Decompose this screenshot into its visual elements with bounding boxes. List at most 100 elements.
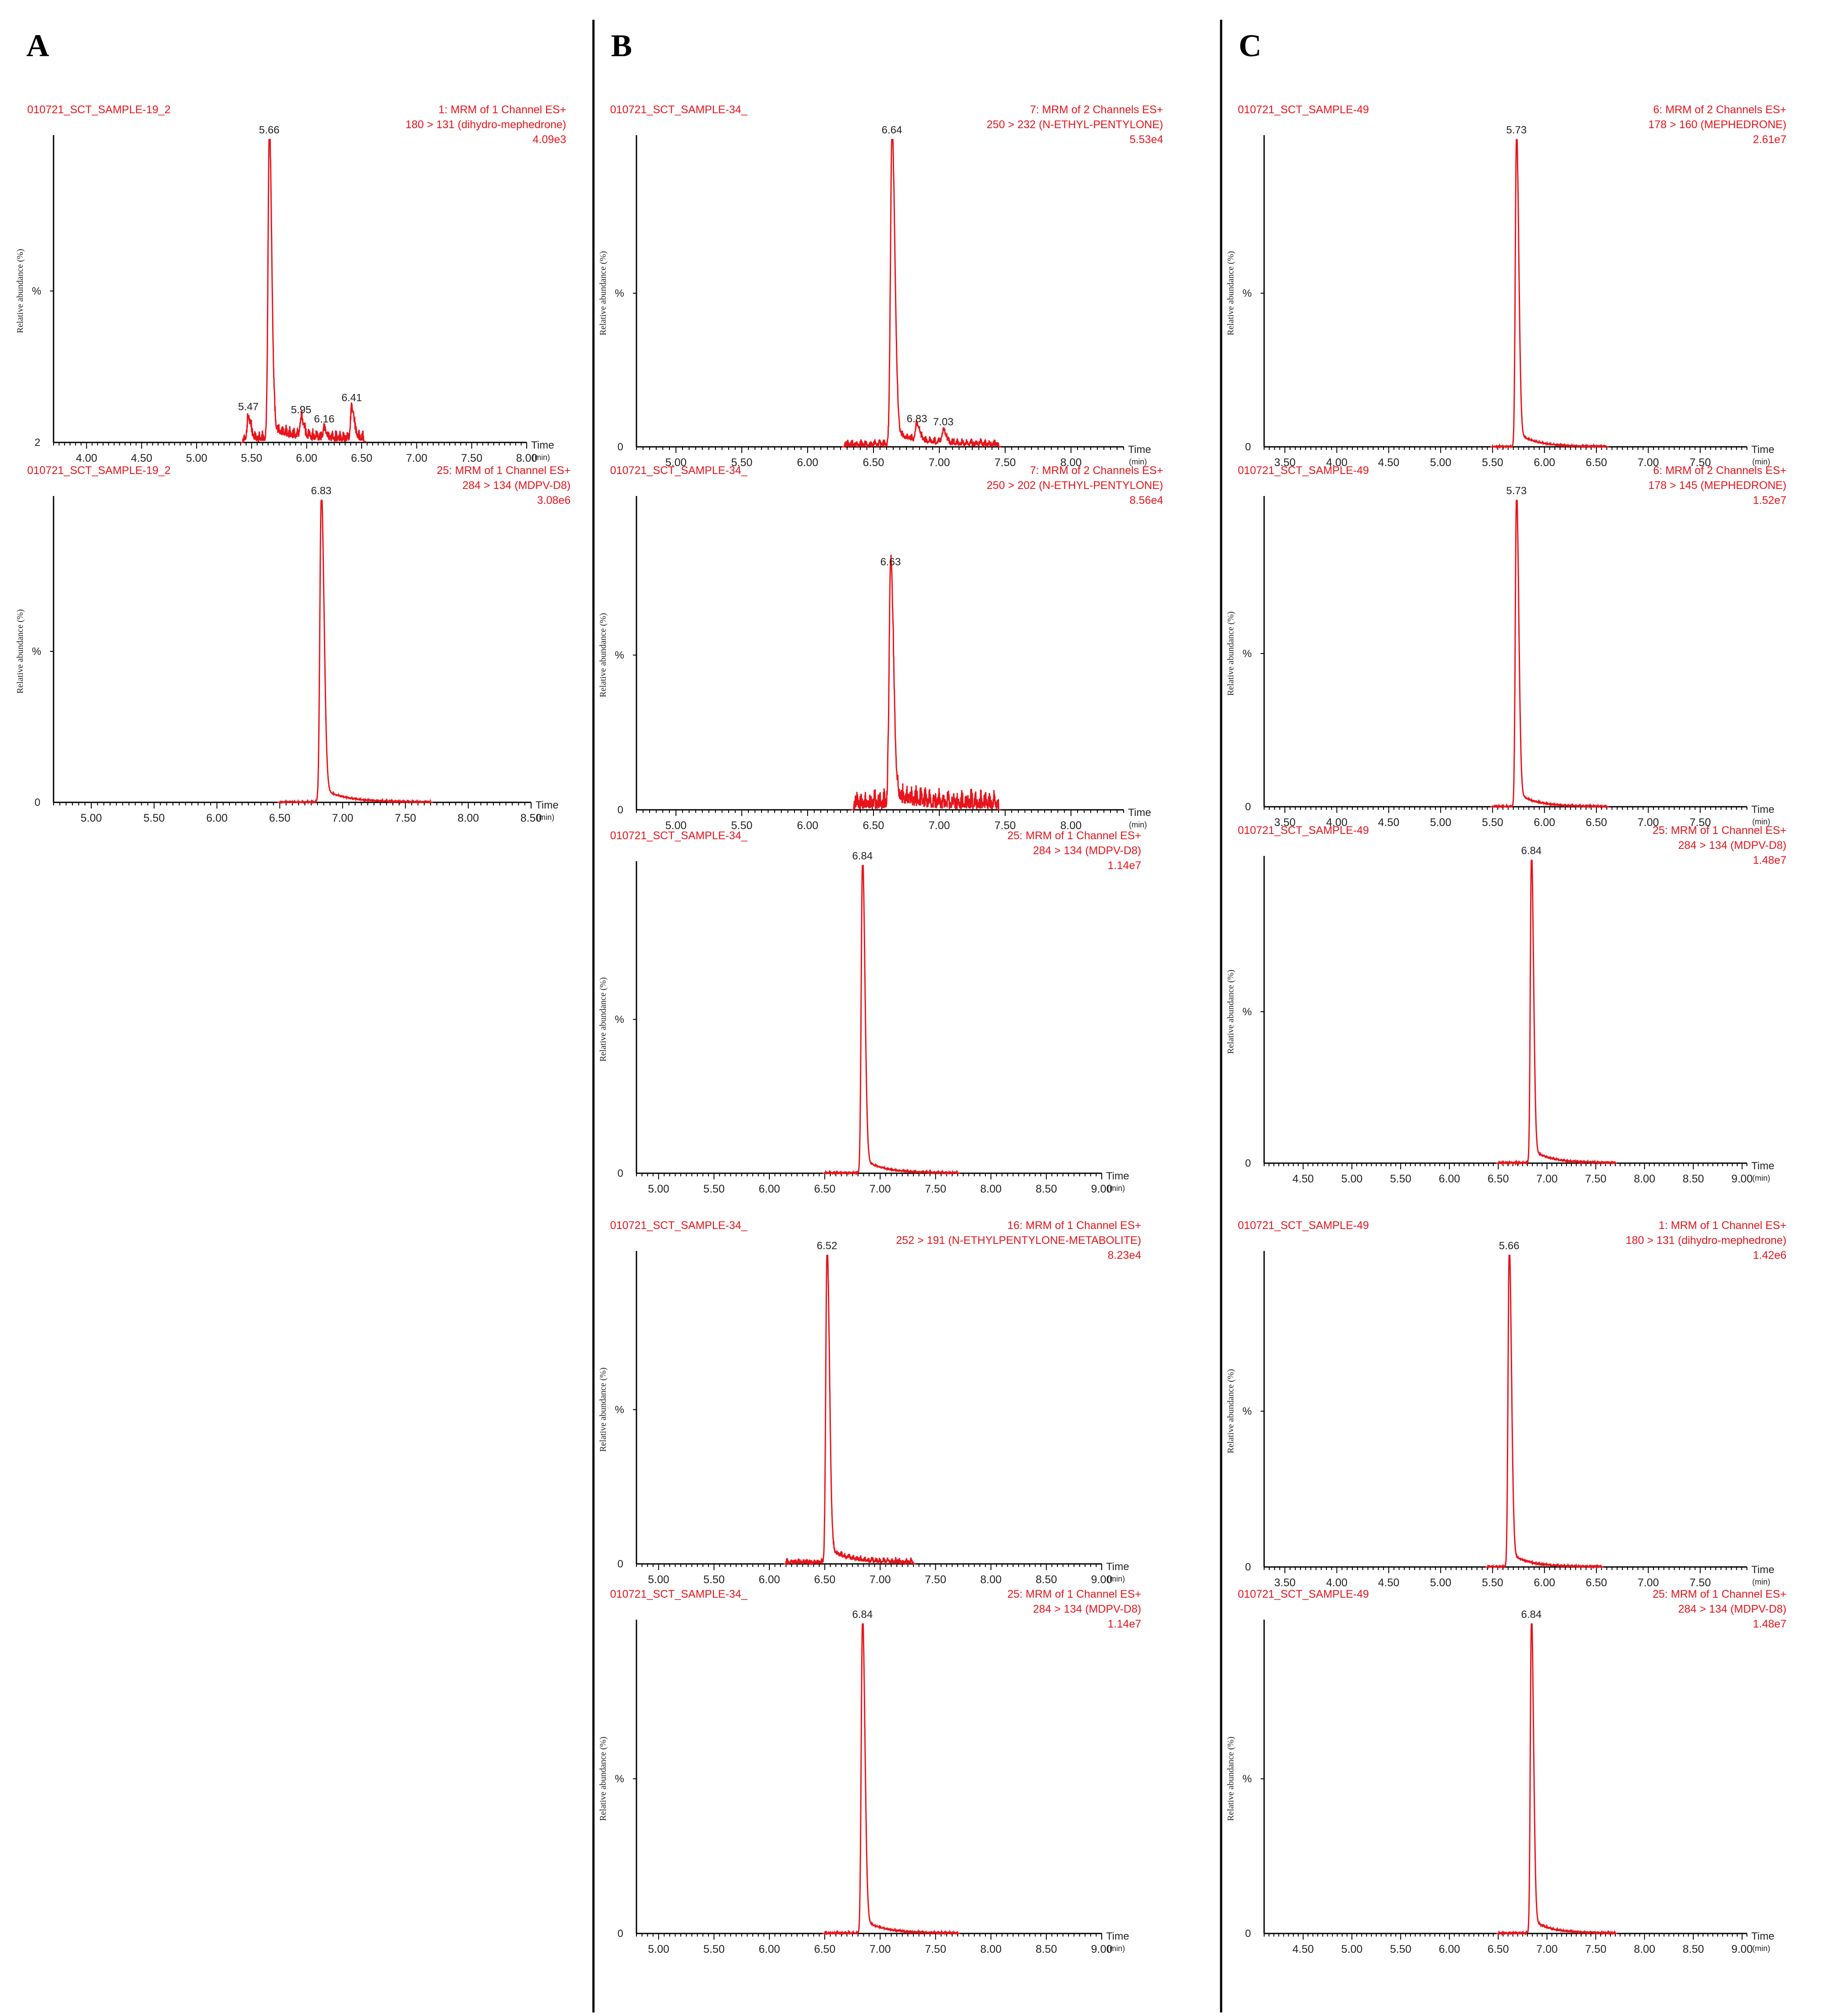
x-tick-label: 5.00 [648,1574,669,1586]
x-tick-label: 5.50 [703,1574,725,1586]
sample-name: 010721_SCT_SAMPLE-34_ [610,104,748,116]
x-axis-label: Time [1106,1170,1129,1182]
sample-name: 010721_SCT_SAMPLE-49 [1238,1588,1369,1600]
x-tick-label: 7.50 [1689,456,1711,469]
peak-label: 6.84 [852,850,873,862]
x-tick-label: 6.00 [759,1943,780,1955]
sample-name: 010721_SCT_SAMPLE-34_ [610,464,748,477]
x-tick-label: 7.50 [1689,1577,1711,1589]
sample-name: 010721_SCT_SAMPLE-34_ [610,1588,748,1600]
x-tick-label: 7.50 [925,1943,946,1955]
x-axis-unit: (min) [1752,1944,1770,1953]
y-mid-label: % [32,646,41,658]
x-axis-label: Time [1106,1561,1129,1573]
x-tick-label: 7.50 [395,812,416,824]
x-tick-label: 5.50 [731,819,753,832]
chromatogram-a-2: 010721_SCT_SAMPLE-19_2 25: MRM of 1 Chann… [15,464,571,824]
transition-label: 180 > 131 (dihydro-mephedrone) [406,119,566,131]
x-tick-label: 9.00 [1091,1943,1113,1955]
sample-name: 010721_SCT_SAMPLE-34_ [610,1219,748,1232]
x-tick-label: 5.50 [1390,1943,1412,1955]
peak-label: 6.83 [311,485,331,497]
peak-label: 6.63 [880,556,901,568]
x-tick-label: 3.50 [1274,816,1296,829]
chromatogram-trace [1485,1254,1604,1570]
transition-label: 178 > 145 (MEPHEDRONE) [1648,479,1786,492]
x-tick-label: 9.00 [1732,1943,1753,1955]
x-tick-label: 6.50 [863,819,884,832]
intensity-label: 1.48e7 [1753,854,1786,866]
x-tick-label: 6.50 [351,452,373,464]
x-tick-label: 3.50 [1274,1577,1296,1589]
x-tick-label: 4.00 [1326,456,1348,469]
transition-label: 284 > 134 (MDPV-D8) [1033,1603,1141,1615]
transition-label: 284 > 134 (MDPV-D8) [1678,839,1786,852]
x-tick-label: 6.00 [797,456,819,469]
function-label: 6: MRM of 2 Channels ES+ [1653,104,1786,116]
x-tick-label: 5.50 [703,1943,725,1955]
x-tick-label: 4.50 [1378,1577,1400,1589]
x-tick-label: 4.50 [1293,1943,1314,1955]
x-tick-label: 5.00 [665,819,687,832]
sample-name: 010721_SCT_SAMPLE-49 [1238,104,1369,116]
x-tick-label: 6.50 [1586,1577,1607,1589]
x-tick-label: 7.50 [461,452,482,464]
y-mid-label: % [1243,648,1252,660]
chromatogram-trace [1496,1623,1617,1936]
y-axis-label: Relative abundance (%) [598,1367,608,1452]
peak-label: 6.41 [341,392,362,404]
transition-label: 284 > 134 (MDPV-D8) [462,479,571,492]
intensity-label: 1.52e7 [1753,494,1786,507]
intensity-label: 1.14e7 [1108,1618,1141,1630]
chromatogram-a-1: 010721_SCT_SAMPLE-19_2 1: MRM of 1 Channe… [15,104,566,464]
x-tick-label: 7.00 [870,1183,891,1195]
x-tick-label: 7.00 [929,819,950,832]
y-axis-label: Relative abundance (%) [598,251,608,335]
intensity-label: 2.61e7 [1753,133,1786,146]
peak-label: 6.84 [1521,845,1542,857]
intensity-label: 1.48e7 [1753,1618,1786,1630]
x-tick-label: 8.00 [1060,819,1082,832]
x-axis-unit: (min) [1752,817,1770,826]
x-axis-label: Time [1751,1930,1774,1942]
chromatogram-trace [277,500,433,805]
x-tick-label: 6.50 [863,456,884,469]
x-tick-label: 5.00 [1430,1577,1452,1589]
peak-label: 5.47 [238,401,259,413]
x-axis-unit: (min) [532,453,550,462]
sample-name: 010721_SCT_SAMPLE-19_2 [27,104,171,116]
chromatogram-b-6: 010721_SCT_SAMPLE-34_ 16: MRM of 1 Channe… [598,1219,1141,1586]
chromatogram-c-10: 010721_SCT_SAMPLE-49 25: MRM of 1 Channel… [1226,824,1786,1185]
x-tick-label: 7.00 [929,456,950,469]
peak-label: 5.95 [291,404,312,416]
x-tick-label: 7.00 [1638,1577,1659,1589]
sample-name: 010721_SCT_SAMPLE-49 [1238,824,1369,837]
chromatogram-trace [241,139,366,443]
x-tick-label: 4.50 [131,452,152,464]
x-tick-label: 8.00 [980,1183,1002,1195]
transition-label: 250 > 232 (N-ETHYL-PENTYLONE) [987,119,1163,131]
y-base-label: 2 [35,437,40,449]
panel-label-a: A [26,28,49,63]
intensity-label: 8.23e4 [1108,1249,1142,1261]
x-tick-label: 7.50 [1585,1943,1606,1955]
y-mid-label: % [1243,1006,1252,1018]
intensity-label: 4.09e3 [533,133,566,146]
y-mid-label: % [32,285,41,297]
x-tick-label: 7.50 [1689,816,1711,829]
intensity-label: 1.14e7 [1108,859,1141,872]
x-tick-label: 5.50 [241,452,262,464]
x-tick-label: 8.50 [1035,1574,1057,1586]
x-tick-label: 5.00 [665,456,687,469]
x-tick-label: 9.00 [1091,1183,1113,1195]
function-label: 25: MRM of 1 Channel ES+ [1007,1588,1141,1600]
x-tick-label: 7.00 [1536,1943,1558,1955]
x-tick-label: 8.00 [1634,1943,1655,1955]
intensity-label: 3.08e6 [537,494,571,507]
transition-label: 178 > 160 (MEPHEDRONE) [1648,119,1786,131]
y-base-label: 0 [618,441,623,453]
intensity-label: 8.56e4 [1130,494,1164,507]
x-tick-label: 8.00 [980,1943,1002,1955]
x-tick-label: 7.00 [1536,1173,1558,1185]
